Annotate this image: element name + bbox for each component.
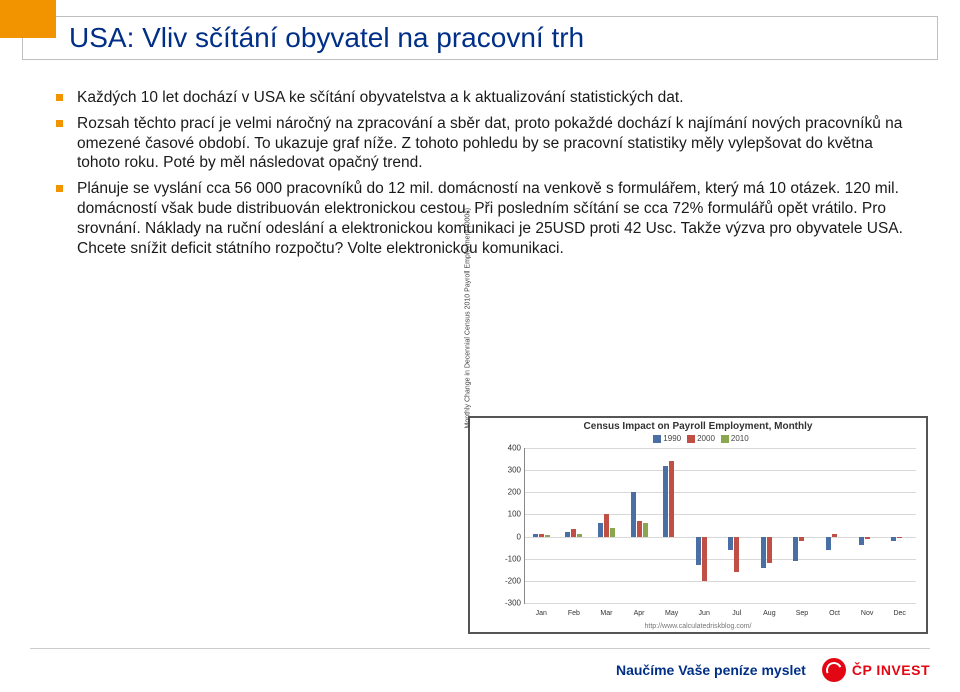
chart-ytick: 400 xyxy=(497,444,521,453)
chart-xtick: Aug xyxy=(763,610,775,617)
chart-y-axis-label: Monthly Change in Decennial Census 2010 … xyxy=(465,229,472,429)
chart-xtick: Nov xyxy=(861,610,873,617)
chart-bar xyxy=(669,461,674,536)
legend-label: 2010 xyxy=(731,434,749,443)
chart-bar xyxy=(832,534,837,536)
legend-swatch xyxy=(653,435,661,443)
chart-ytick: 100 xyxy=(497,510,521,519)
chart-bar xyxy=(598,523,603,536)
bullet-marker xyxy=(56,94,63,101)
chart-ytick: -100 xyxy=(497,554,521,563)
chart-bar xyxy=(533,534,538,536)
chart-gridline xyxy=(525,470,916,471)
legend-label: 2000 xyxy=(697,434,715,443)
chart-bar xyxy=(577,534,582,536)
footer: Naučíme Vaše peníze myslet ČP INVEST xyxy=(0,648,960,692)
chart-bar xyxy=(545,535,550,536)
chart-bar xyxy=(696,537,701,566)
chart-bar xyxy=(702,537,707,581)
chart-xtick: Feb xyxy=(568,610,580,617)
chart-ytick: -300 xyxy=(497,599,521,608)
chart-bar xyxy=(728,537,733,550)
chart-gridline xyxy=(525,581,916,582)
legend-swatch xyxy=(687,435,695,443)
chart-xtick: Jan xyxy=(536,610,547,617)
chart-bar xyxy=(865,537,870,539)
chart-bar xyxy=(663,466,668,537)
chart-gridline xyxy=(525,603,916,604)
corner-accent xyxy=(0,0,56,38)
chart-xtick: Mar xyxy=(600,610,612,617)
chart-bar xyxy=(799,537,804,541)
chart-xtick: Dec xyxy=(893,610,905,617)
chart-plot-area: -300-200-1000100200300400JanFebMarAprMay… xyxy=(524,448,916,604)
chart-bar xyxy=(793,537,798,561)
title-bar: USA: Vliv sčítání obyvatel na pracovní t… xyxy=(22,16,938,60)
bullet-item: Plánuje se vyslání cca 56 000 pracovníků… xyxy=(56,179,920,258)
chart-bar xyxy=(631,492,636,536)
chart-ytick: 300 xyxy=(497,466,521,475)
chart-title: Census Impact on Payroll Employment, Mon… xyxy=(470,421,926,432)
bullet-text: Rozsah těchto prací je velmi náročný na … xyxy=(77,114,920,173)
legend-label: 1990 xyxy=(663,434,681,443)
chart-bar xyxy=(826,537,831,550)
chart-bar xyxy=(734,537,739,572)
page-title: USA: Vliv sčítání obyvatel na pracovní t… xyxy=(69,22,584,54)
chart-ytick: -200 xyxy=(497,576,521,585)
chart-xtick: Sep xyxy=(796,610,808,617)
bullet-item: Každých 10 let dochází v USA ke sčítání … xyxy=(56,88,920,108)
chart-source: http://www.calculatedriskblog.com/ xyxy=(470,623,926,630)
footer-slogan: Naučíme Vaše peníze myslet xyxy=(616,662,806,678)
chart-ytick: 200 xyxy=(497,488,521,497)
chart-bar xyxy=(610,528,615,537)
chart-gridline xyxy=(525,559,916,560)
chart-bar xyxy=(767,537,772,564)
chart-bar xyxy=(637,521,642,537)
footer-divider xyxy=(30,648,930,649)
chart-bar xyxy=(565,532,570,536)
bullet-text: Plánuje se vyslání cca 56 000 pracovníků… xyxy=(77,179,920,258)
logo-text: ČP INVEST xyxy=(852,662,930,678)
logo: ČP INVEST xyxy=(822,658,930,682)
chart-ytick: 0 xyxy=(497,532,521,541)
chart-bar xyxy=(897,537,902,538)
chart-bar xyxy=(539,534,544,536)
chart-legend: 1990 2000 2010 xyxy=(470,434,926,443)
chart-gridline xyxy=(525,448,916,449)
legend-swatch xyxy=(721,435,729,443)
bullet-item: Rozsah těchto prací je velmi náročný na … xyxy=(56,114,920,173)
chart-gridline xyxy=(525,537,916,538)
chart-xtick: Jun xyxy=(699,610,710,617)
chart-xtick: May xyxy=(665,610,678,617)
chart-bar xyxy=(571,529,576,537)
bullet-text: Každých 10 let dochází v USA ke sčítání … xyxy=(77,88,920,108)
content-body: Každých 10 let dochází v USA ke sčítání … xyxy=(56,88,920,265)
bullet-marker xyxy=(56,185,63,192)
chart-bar xyxy=(859,537,864,546)
chart-gridline xyxy=(525,514,916,515)
chart-gridline xyxy=(525,492,916,493)
chart-xtick: Oct xyxy=(829,610,840,617)
bullet-marker xyxy=(56,120,63,127)
chart-xtick: Apr xyxy=(634,610,645,617)
logo-icon xyxy=(822,658,846,682)
chart-bar xyxy=(643,523,648,536)
census-chart: Census Impact on Payroll Employment, Mon… xyxy=(468,416,928,634)
chart-xtick: Jul xyxy=(732,610,741,617)
chart-bar xyxy=(891,537,896,541)
chart-bar xyxy=(604,514,609,536)
chart-bar xyxy=(761,537,766,568)
